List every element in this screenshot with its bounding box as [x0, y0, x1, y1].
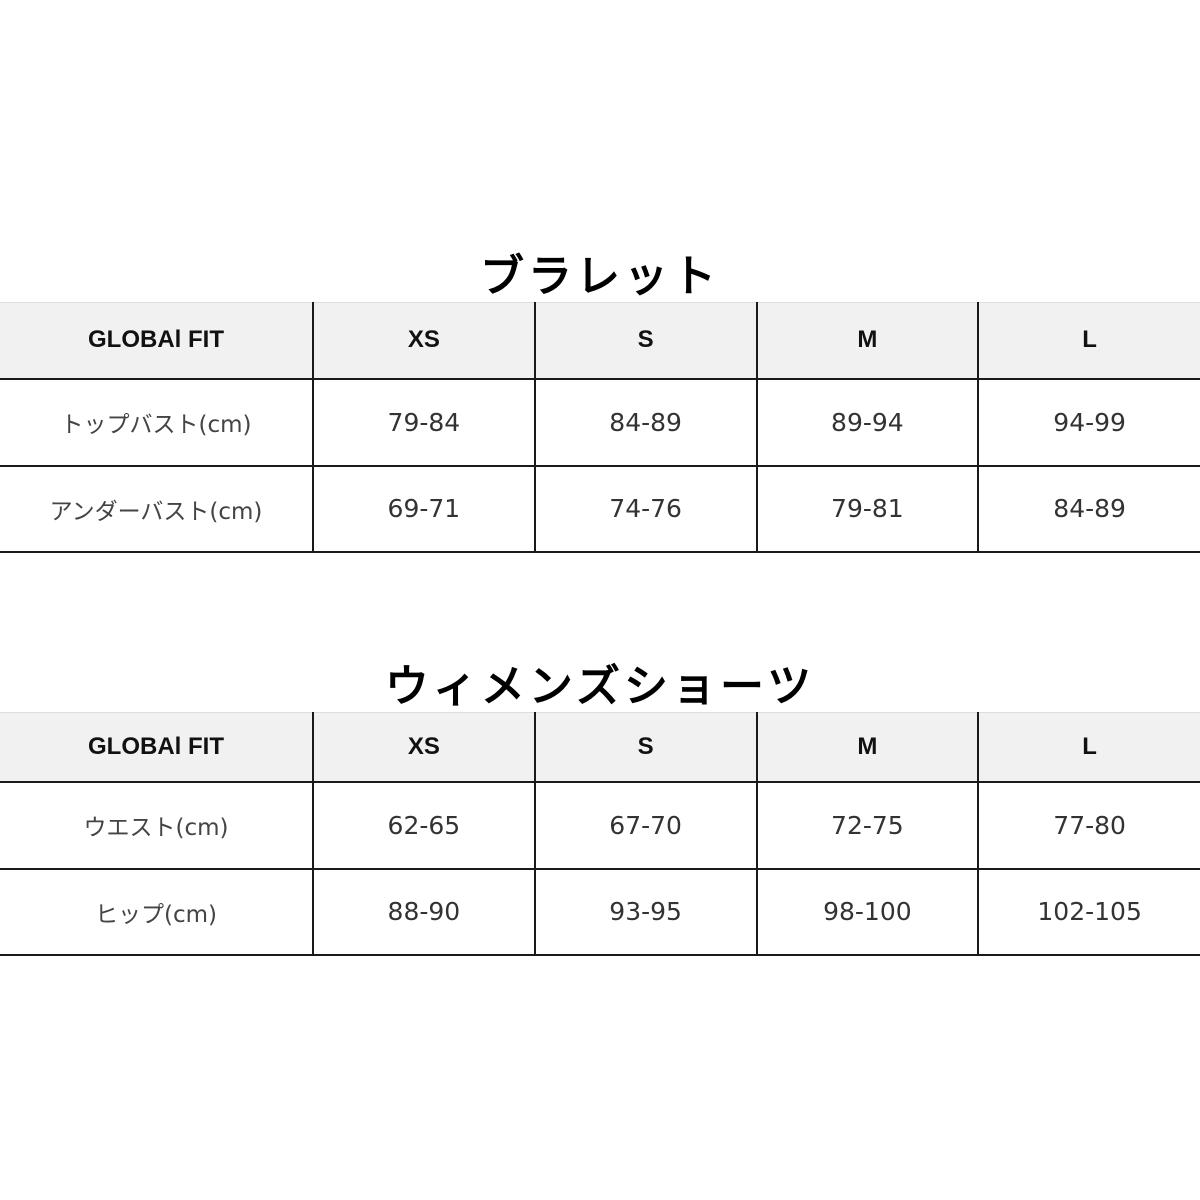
- table-cell: 77-80: [977, 780, 1200, 870]
- table-row: ヒップ(cm) 88-90 93-95 98-100 102-105: [0, 867, 1200, 956]
- table-row: トップバスト(cm) 79-84 84-89 89-94 94-99: [0, 377, 1200, 467]
- bralette-title: ブラレット: [480, 251, 720, 302]
- header-cell: M: [755, 302, 979, 380]
- table-cell: 74-76: [533, 464, 757, 553]
- bralette-size-table: GLOBAl FIT XS S M L トップバスト(cm) 79-84 84-…: [0, 302, 1200, 553]
- table-cell: 94-99: [977, 377, 1200, 467]
- row-label: ヒップ(cm): [0, 867, 313, 956]
- womens-shorts-title: ウィメンズショーツ: [384, 661, 816, 712]
- table-cell: 88-90: [312, 867, 535, 956]
- row-label: アンダーバスト(cm): [0, 464, 313, 553]
- header-cell: GLOBAl FIT: [0, 302, 313, 380]
- header-cell: S: [533, 302, 757, 380]
- table-cell: 84-89: [977, 464, 1200, 553]
- table-cell: 93-95: [533, 867, 757, 956]
- header-cell: XS: [312, 712, 535, 783]
- header-cell: S: [533, 712, 757, 783]
- table-cell: 69-71: [312, 464, 535, 553]
- table-cell: 67-70: [533, 780, 757, 870]
- table-cell: 79-81: [755, 464, 979, 553]
- header-cell: L: [977, 302, 1200, 380]
- header-cell: GLOBAl FIT: [0, 712, 313, 783]
- header-cell: XS: [312, 302, 535, 380]
- table-header-row: GLOBAl FIT XS S M L: [0, 302, 1200, 380]
- table-cell: 79-84: [312, 377, 535, 467]
- header-cell: L: [977, 712, 1200, 783]
- table-cell: 84-89: [533, 377, 757, 467]
- table-row: ウエスト(cm) 62-65 67-70 72-75 77-80: [0, 780, 1200, 870]
- table-cell: 98-100: [755, 867, 979, 956]
- table-cell: 102-105: [977, 867, 1200, 956]
- row-label: トップバスト(cm): [0, 377, 313, 467]
- header-cell: M: [755, 712, 979, 783]
- table-row: アンダーバスト(cm) 69-71 74-76 79-81 84-89: [0, 464, 1200, 553]
- table-header-row: GLOBAl FIT XS S M L: [0, 712, 1200, 783]
- table-cell: 72-75: [755, 780, 979, 870]
- womens-shorts-size-table: GLOBAl FIT XS S M L ウエスト(cm) 62-65 67-70…: [0, 712, 1200, 956]
- table-cell: 89-94: [755, 377, 979, 467]
- row-label: ウエスト(cm): [0, 780, 313, 870]
- table-cell: 62-65: [312, 780, 535, 870]
